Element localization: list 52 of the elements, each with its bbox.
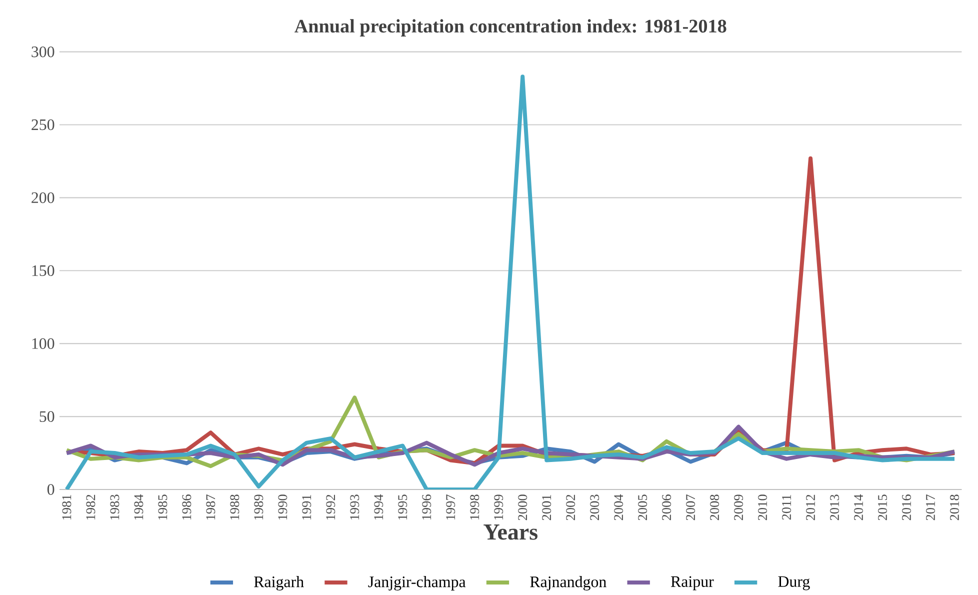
x-tick-label: 1992 [326,494,336,520]
x-tick-label: 2012 [806,494,815,520]
x-tick-label: 1989 [254,494,264,520]
x-tick-label: 1988 [230,494,240,520]
x-tick-label: 2005 [638,494,648,520]
x-axis-title: Years [484,524,538,540]
y-tick-label: 0 [47,484,54,495]
x-tick-label: 2006 [662,494,672,520]
x-tick-label: 2014 [854,494,863,520]
y-tick-label: 300 [32,46,54,58]
x-tick-label: 1997 [446,494,456,520]
chart-title: Annual precipitation concentration index: 1981-2018 [294,19,726,36]
legend-label: Rajnandgon [530,576,606,590]
x-tick-label: 1983 [110,494,120,520]
legend-label: Janjgir-champa [368,576,466,590]
legend-label: Raigarh [254,576,304,590]
x-tick-label: 1981 [62,494,72,520]
x-tick-label: 1998 [470,494,480,520]
x-tick-label: 2015 [878,494,887,520]
x-tick-label: 1982 [86,494,96,520]
x-tick-label: 2007 [686,494,696,520]
x-tick-label: 1999 [494,494,504,520]
x-tick-label: 1986 [182,494,192,520]
y-tick-label: 50 [40,411,54,422]
x-tick-label: 1996 [422,494,432,520]
y-tick-label: 100 [32,338,54,349]
legend-label: Raipur [670,576,714,590]
x-tick-label: 2008 [710,494,720,520]
x-tick-label: 2009 [734,494,744,520]
y-tick-label: 250 [32,119,54,130]
x-tick-label: 1987 [206,494,216,520]
legend-label: Durg [778,576,810,590]
x-tick-label: 2018 [950,494,959,520]
x-tick-label: 2013 [830,494,839,520]
x-tick-label: 2004 [614,494,624,520]
x-tick-label: 2000 [518,494,528,520]
x-tick-label: 1990 [278,494,288,520]
x-tick-label: 2001 [542,494,552,520]
x-tick-label: 2003 [590,494,600,520]
x-tick-label: 2010 [758,494,768,520]
x-tick-label: 2011 [782,494,792,520]
x-tick-label: 2016 [902,494,911,520]
y-tick-label: 150 [32,265,54,276]
y-tick-label: 200 [32,192,54,204]
x-tick-label: 2017 [926,494,935,520]
x-tick-label: 2002 [566,494,576,520]
x-tick-label: 1991 [302,494,312,520]
x-tick-label: 1994 [374,494,384,520]
x-tick-label: 1993 [350,494,360,520]
x-tick-label: 1995 [398,494,408,520]
x-tick-label: 1984 [134,494,144,520]
x-tick-label: 1985 [158,494,168,520]
